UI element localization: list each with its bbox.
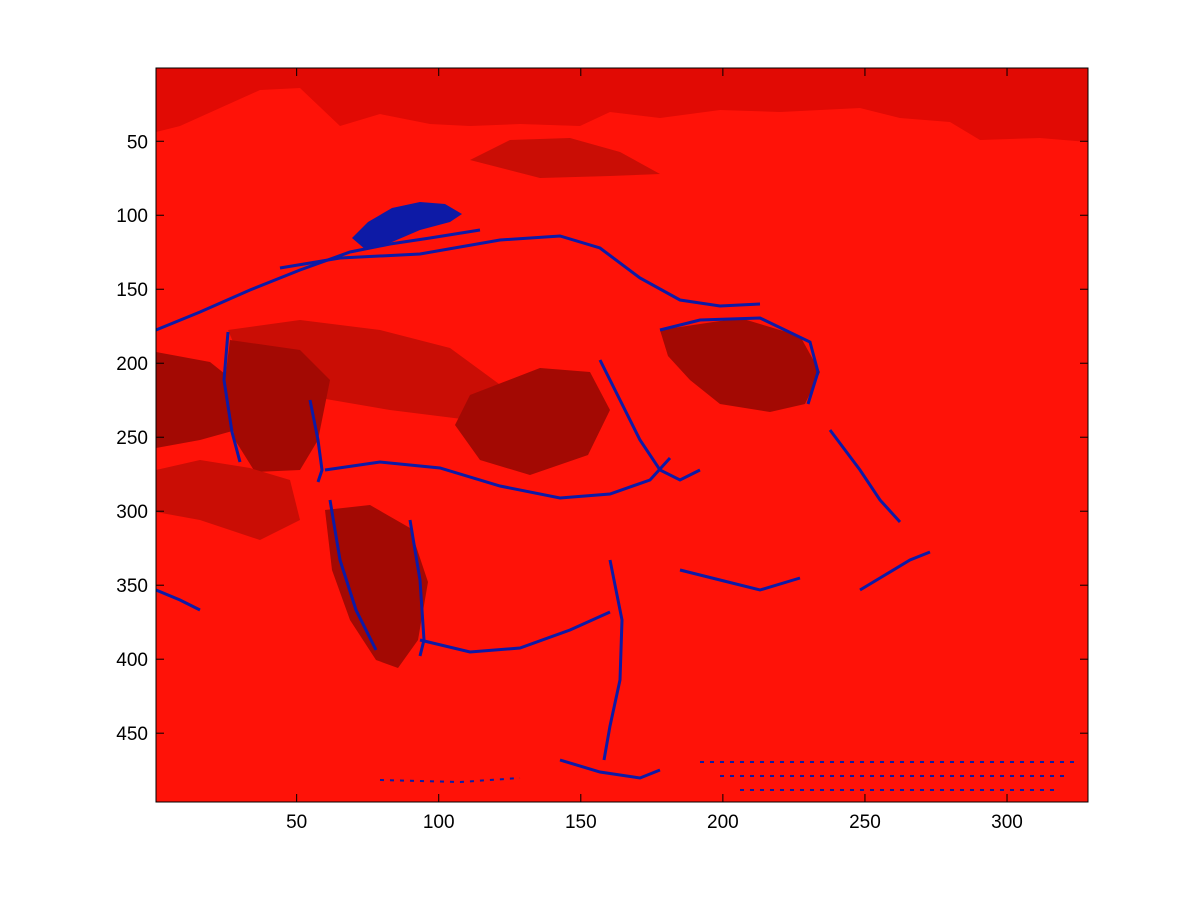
- y-tick-label: 450: [116, 724, 148, 745]
- y-axis: 50 100 150 200 250 300 350 400 450: [116, 132, 1088, 745]
- heatmap-image: [156, 68, 1088, 802]
- rear-arm-edge: [598, 359, 701, 482]
- y-tick-label: 350: [116, 576, 148, 597]
- y-tick-label: 400: [116, 650, 148, 671]
- x-tick-label: 200: [707, 812, 739, 833]
- plot-frame: [155, 67, 1089, 803]
- ground-speckle: [379, 761, 1080, 791]
- x-tick-label: 100: [423, 812, 455, 833]
- leg-edge: [602, 559, 624, 761]
- engine-block-region: [225, 340, 330, 472]
- wheel-edge: [419, 610, 611, 654]
- left-wing-region: [156, 352, 245, 448]
- frame-edge: [324, 456, 672, 500]
- front-fork-region: [325, 505, 428, 668]
- y-tick-label: 250: [116, 428, 148, 449]
- y-tick-label: 200: [116, 354, 148, 375]
- lower-left-shadow-region: [156, 460, 300, 540]
- fork-edge-right: [408, 519, 426, 657]
- rear-fender-region: [660, 318, 820, 412]
- rider-helmet-region: [470, 138, 660, 178]
- fork-edge-left: [328, 499, 378, 651]
- engine-outline-edge: [308, 399, 324, 483]
- shadow-edge: [859, 550, 931, 592]
- x-tick-label: 300: [991, 812, 1023, 833]
- x-tick-label: 150: [565, 812, 597, 833]
- y-tick-label: 150: [116, 280, 148, 301]
- y-tick-label: 100: [116, 206, 148, 227]
- motorcycle-tank-region: [228, 320, 510, 420]
- x-tick-label: 250: [849, 812, 881, 833]
- seat-region: [455, 368, 610, 475]
- left-lower-edge: [156, 588, 201, 612]
- y-tick-label: 50: [127, 132, 148, 153]
- tail-edge: [679, 568, 801, 592]
- y-tick-label: 300: [116, 502, 148, 523]
- edge-outlines: [156, 228, 931, 780]
- sky-region: [156, 68, 1088, 142]
- x-axis: 50 100 150 200 250 300: [286, 68, 1023, 833]
- fairing-top-edge: [279, 234, 761, 308]
- rear-fender-edge: [659, 316, 820, 405]
- windshield-edge: [352, 202, 462, 250]
- foot-edge: [559, 758, 661, 780]
- tank-outline-edge: [222, 331, 242, 463]
- exhaust-edge: [828, 429, 902, 524]
- x-tick-label: 50: [286, 812, 307, 833]
